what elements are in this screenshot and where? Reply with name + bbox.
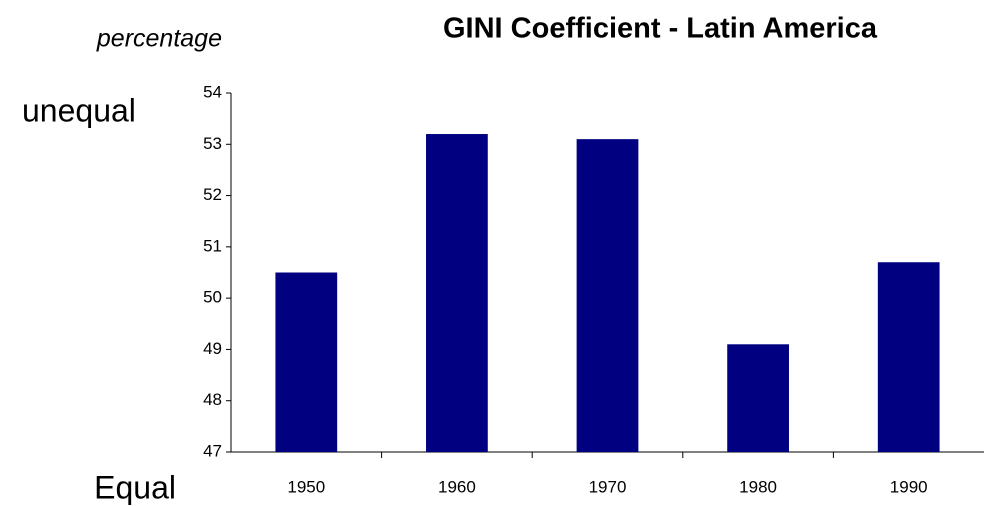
x-tick-label: 1950 [287,477,325,496]
bar [426,134,488,452]
annotation: Equal [94,469,176,505]
bar [727,344,789,452]
y-tick-label: 47 [203,441,222,460]
y-tick-label: 48 [203,390,222,409]
y-tick-label: 53 [203,134,222,153]
chart-title: GINI Coefficient - Latin America [443,13,878,45]
bar [576,139,639,452]
x-tick-label: 1970 [589,477,627,496]
y-tick-label: 49 [203,339,222,358]
x-tick-label: 1980 [739,477,777,496]
y-tick-label: 51 [203,236,222,255]
x-tick-label: 1960 [438,477,476,496]
bar [877,262,940,452]
y-axis-label: percentage [96,25,222,53]
x-tick-label: 1990 [890,477,928,496]
y-tick-label: 50 [203,288,222,307]
y-tick-label: 52 [203,185,222,204]
y-tick-label: 54 [203,82,222,101]
bar [275,272,338,452]
annotation: unequal [22,92,136,128]
